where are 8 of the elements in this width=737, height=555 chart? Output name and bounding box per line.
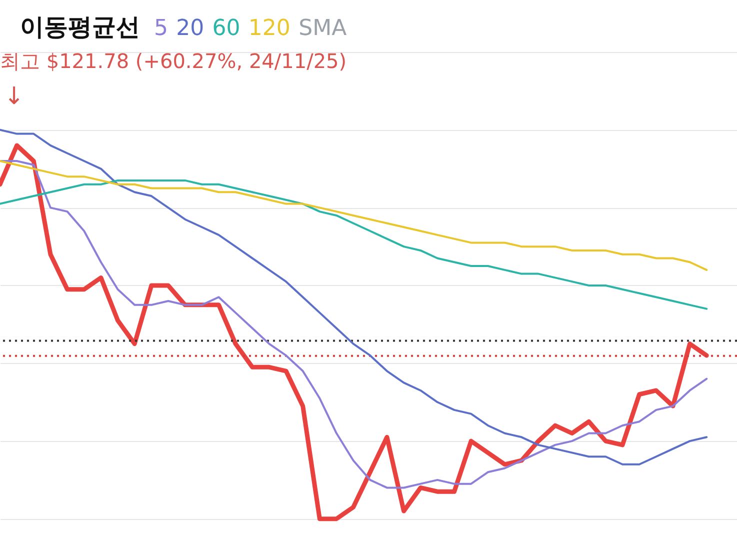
text: ↓	[4, 82, 24, 110]
text: 5	[154, 16, 168, 41]
text: 20	[176, 16, 204, 41]
text: 60	[212, 16, 240, 41]
text: 120	[248, 16, 290, 41]
text: 최고 $121.78 (+60.27%, 24/11/25)	[0, 49, 347, 73]
text: SMA	[298, 16, 347, 41]
chart-title: 이동평균선	[20, 13, 140, 41]
